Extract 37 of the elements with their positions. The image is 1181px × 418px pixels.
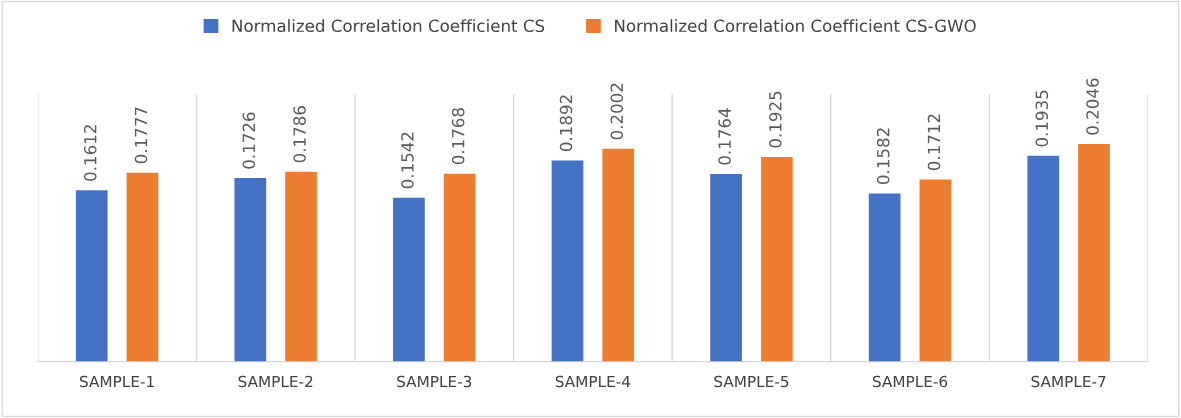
bar [760, 156, 793, 362]
x-tick-label: SAMPLE-7 [1031, 375, 1106, 388]
bar [1027, 155, 1060, 362]
bar [126, 172, 159, 362]
data-label: 0.1542 [401, 132, 414, 189]
bar [919, 179, 952, 362]
x-tick-label: SAMPLE-5 [714, 375, 789, 388]
data-label: 0.1582 [876, 128, 890, 184]
data-label: 0.1612 [83, 125, 97, 181]
bar [443, 173, 476, 362]
x-tick-label: SAMPLE-1 [79, 375, 154, 388]
x-tick-label: SAMPLE-2 [238, 375, 313, 388]
bar [710, 174, 742, 362]
bar [551, 160, 584, 362]
bar [234, 178, 267, 362]
legend-label: Normalized Correlation Coefficient CS-GWO [615, 19, 976, 33]
data-label: 0.1786 [293, 106, 306, 163]
x-tick-label: SAMPLE-4 [555, 375, 631, 388]
legend-label: Normalized Correlation Coefficient CS [232, 19, 545, 33]
data-label: 0.1726 [242, 112, 256, 169]
bar [393, 197, 425, 362]
data-label: 0.1764 [718, 108, 731, 165]
bar [868, 193, 901, 362]
x-tick-label: SAMPLE-3 [397, 375, 472, 388]
bar [75, 190, 108, 362]
x-tick-label: SAMPLE-6 [872, 375, 948, 388]
data-label: 0.1892 [559, 95, 573, 152]
data-label: 0.2002 [610, 83, 624, 140]
data-label: 0.2046 [1086, 78, 1099, 135]
data-label: 0.1935 [1035, 90, 1049, 147]
data-label: 0.1925 [769, 91, 782, 148]
data-label: 0.1777 [134, 107, 148, 164]
data-label: 0.1712 [927, 114, 941, 171]
bar [285, 171, 317, 362]
data-label: 0.1768 [451, 108, 465, 165]
bar [1078, 144, 1110, 362]
bar [602, 148, 635, 362]
